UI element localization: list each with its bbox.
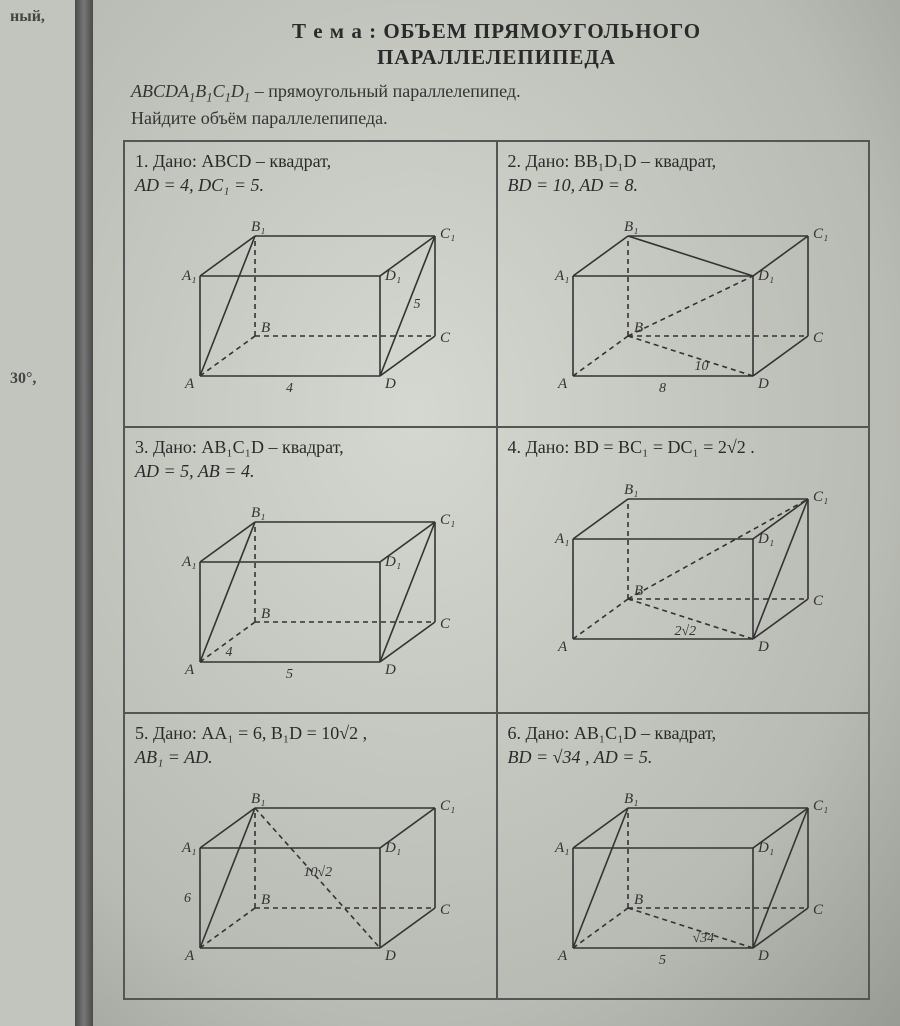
problem-cell-1: 1. Дано: ABCD – квадрат, AD = 4, DC₁ = 5…	[124, 141, 497, 427]
title-line-1: Т е м а : ОБЪЕМ ПРЯМОУГОЛЬНОГО	[292, 19, 701, 43]
svg-text:A₁: A₁	[181, 268, 196, 284]
svg-text:A: A	[557, 948, 568, 964]
svg-text:A: A	[184, 948, 195, 964]
svg-text:10: 10	[694, 359, 708, 374]
diagram-2: A D B C A₁ D₁ B₁ C₁ 10 8	[533, 201, 833, 396]
svg-text:B: B	[261, 892, 270, 908]
svg-text:B₁: B₁	[251, 505, 265, 521]
diagram-4: A D B C A₁ D₁ B₁ C₁ 2√2	[533, 464, 833, 674]
svg-text:A: A	[557, 376, 568, 392]
svg-text:A₁: A₁	[554, 268, 569, 284]
svg-text:D: D	[757, 948, 769, 964]
svg-text:B: B	[634, 320, 643, 336]
svg-text:5: 5	[286, 667, 293, 682]
svg-text:6: 6	[184, 891, 191, 906]
svg-text:D₁: D₁	[384, 554, 401, 570]
svg-text:5: 5	[659, 953, 666, 968]
svg-text:2√2: 2√2	[674, 624, 696, 639]
problem-2-given: 2. Дано: BB₁D₁D – квадрат, BD = 10, AD =…	[508, 150, 859, 197]
problem-cell-2: 2. Дано: BB₁D₁D – квадрат, BD = 10, AD =…	[497, 141, 870, 427]
problem-cell-3: 3. Дано: AB₁C₁D – квадрат, AD = 5, AB = …	[124, 427, 497, 713]
svg-text:B₁: B₁	[624, 482, 638, 498]
svg-text:D: D	[757, 376, 769, 392]
svg-text:C₁: C₁	[440, 798, 455, 814]
svg-text:C: C	[813, 330, 824, 346]
svg-text:4: 4	[226, 645, 233, 660]
diagram-5: A D B C A₁ D₁ B₁ C₁ 6 10√2	[160, 773, 460, 968]
svg-text:C₁: C₁	[813, 798, 828, 814]
prev-page-fragment-1: ный,	[10, 8, 45, 26]
svg-text:C₁: C₁	[813, 226, 828, 242]
svg-text:C: C	[813, 902, 824, 918]
svg-text:B₁: B₁	[624, 219, 638, 235]
svg-text:B₁: B₁	[624, 791, 638, 807]
svg-text:D₁: D₁	[757, 840, 774, 856]
svg-text:A: A	[184, 662, 195, 678]
problem-5-given: 5. Дано: AA₁ = 6, B₁D = 10√2 , AB₁ = AD.	[135, 722, 486, 769]
svg-text:A₁: A₁	[181, 840, 196, 856]
svg-text:D: D	[757, 639, 769, 655]
svg-text:A₁: A₁	[554, 840, 569, 856]
problem-cell-5: 5. Дано: AA₁ = 6, B₁D = 10√2 , AB₁ = AD.…	[124, 713, 497, 999]
svg-text:C₁: C₁	[813, 489, 828, 505]
svg-text:D₁: D₁	[757, 268, 774, 284]
problem-grid: 1. Дано: ABCD – квадрат, AD = 4, DC₁ = 5…	[123, 140, 870, 1000]
intro-text: ABCDA1B1C1D1 – прямоугольный параллелепи…	[131, 79, 870, 131]
svg-text:A₁: A₁	[554, 531, 569, 547]
svg-text:8: 8	[659, 381, 666, 396]
svg-text:D: D	[384, 376, 396, 392]
svg-text:C: C	[440, 616, 451, 632]
title-line-2: ПАРАЛЛЕЛЕПИПЕДА	[377, 45, 616, 69]
svg-text:B₁: B₁	[251, 219, 265, 235]
svg-text:4: 4	[286, 381, 293, 396]
left-margin-strip: ный, 30°,	[0, 0, 77, 1026]
svg-text:B: B	[261, 320, 270, 336]
page-title: Т е м а : ОБЪЕМ ПРЯМОУГОЛЬНОГО ПАРАЛЛЕЛЕ…	[123, 18, 870, 71]
svg-text:D₁: D₁	[384, 840, 401, 856]
problem-1-given: 1. Дано: ABCD – квадрат, AD = 4, DC₁ = 5…	[135, 150, 486, 197]
svg-text:A: A	[184, 376, 195, 392]
problem-6-given: 6. Дано: AB₁C₁D – квадрат, BD = √34 , AD…	[508, 722, 859, 769]
problem-cell-6: 6. Дано: AB₁C₁D – квадрат, BD = √34 , AD…	[497, 713, 870, 999]
problem-3-given: 3. Дано: AB₁C₁D – квадрат, AD = 5, AB = …	[135, 436, 486, 483]
book-spine	[75, 0, 93, 1026]
svg-text:B: B	[261, 606, 270, 622]
prev-page-fragment-2: 30°,	[10, 370, 36, 388]
svg-text:C₁: C₁	[440, 512, 455, 528]
svg-text:B₁: B₁	[251, 791, 265, 807]
svg-text:10√2: 10√2	[304, 865, 333, 880]
svg-text:√34: √34	[692, 931, 714, 946]
svg-text:C₁: C₁	[440, 226, 455, 242]
svg-text:B: B	[634, 583, 643, 599]
svg-text:C: C	[440, 902, 451, 918]
diagram-3: A D B C A₁ D₁ B₁ C₁ 5 4	[160, 487, 460, 682]
diagram-6: A D B C A₁ D₁ B₁ C₁ 5 √34	[533, 773, 833, 968]
svg-text:C: C	[813, 593, 824, 609]
svg-text:D: D	[384, 948, 396, 964]
svg-text:5: 5	[414, 297, 421, 312]
svg-text:B: B	[634, 892, 643, 908]
svg-text:D₁: D₁	[757, 531, 774, 547]
problem-cell-4: 4. Дано: BD = BC₁ = DC₁ = 2√2 . A D B C A₁ D₁…	[497, 427, 870, 713]
svg-text:D₁: D₁	[384, 268, 401, 284]
svg-text:C: C	[440, 330, 451, 346]
diagram-1: A D B C A₁ D₁ B₁ C₁ 4 5	[160, 201, 460, 396]
svg-text:A₁: A₁	[181, 554, 196, 570]
svg-text:D: D	[384, 662, 396, 678]
svg-text:A: A	[557, 639, 568, 655]
problem-4-given: 4. Дано: BD = BC₁ = DC₁ = 2√2 .	[508, 436, 859, 459]
page-content: Т е м а : ОБЪЕМ ПРЯМОУГОЛЬНОГО ПАРАЛЛЕЛЕ…	[93, 0, 900, 1026]
